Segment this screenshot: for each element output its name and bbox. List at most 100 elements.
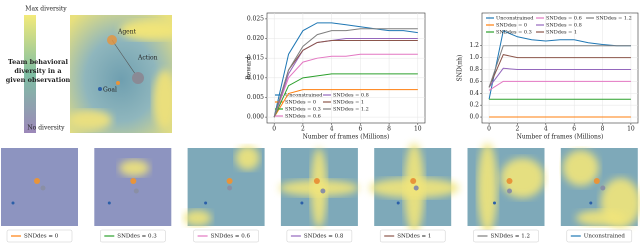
max-label: Max diversity	[25, 6, 67, 13]
colorbar	[24, 15, 36, 133]
goal-marker	[493, 201, 496, 205]
y-tick-label: 0.020	[247, 35, 264, 42]
agent-marker	[133, 188, 139, 194]
x-axis-label: Number of frames (Millions)	[303, 134, 390, 141]
legend-label: SNDdes = 0	[496, 23, 527, 29]
panel-bg	[94, 148, 172, 226]
x-tick-label: 8	[387, 126, 391, 133]
y-tick-label: 0.2	[469, 102, 479, 109]
x-tick-label: 6	[572, 126, 576, 133]
legend-label: SNDdes = 1.2	[491, 234, 530, 240]
heatmap	[70, 15, 172, 133]
goal-label: Goal	[103, 87, 117, 94]
goal-marker	[300, 201, 304, 205]
diversity-region	[575, 210, 626, 226]
action-label: Action	[137, 55, 158, 62]
observation-panel	[278, 148, 359, 228]
plot-area	[266, 12, 426, 124]
goal-marker	[98, 87, 102, 91]
caption: Team behavioral	[8, 58, 68, 66]
series-line	[273, 22, 418, 118]
y-tick-label: 1.2	[469, 42, 479, 49]
legend-box	[566, 229, 633, 243]
legend-label: SNDdes = 0	[285, 100, 316, 106]
legend-label: SNDdes = 0.3	[117, 234, 157, 240]
y-axis-label: SND(πh)	[457, 55, 464, 82]
agent-marker	[410, 178, 417, 184]
goal-marker	[11, 201, 15, 205]
x-tick-label: 4	[544, 126, 548, 133]
agent-marker	[507, 188, 512, 194]
series-line	[488, 45, 631, 88]
y-tick-label: 0.015	[247, 55, 264, 62]
caption: given observation	[6, 76, 71, 84]
legend-box	[6, 229, 73, 243]
x-tick-label: 2	[516, 126, 520, 133]
agent-marker	[506, 178, 513, 184]
y-tick-label: 0.0	[469, 114, 479, 121]
legend-label: SNDdes = 0.3	[285, 107, 321, 113]
agent-label: Agent	[117, 29, 137, 36]
legend-box	[100, 229, 166, 243]
legend-label: SNDdes = 0.6	[546, 16, 582, 22]
y-tick-label: 0.000	[247, 114, 264, 121]
series-line	[273, 89, 418, 118]
series-line	[273, 53, 418, 118]
agent-marker	[413, 185, 419, 191]
plot-area	[481, 12, 639, 124]
x-tick-label: 0	[272, 126, 276, 133]
legend-label: Unconstrained	[285, 93, 323, 99]
y-tick-label: 0.8	[469, 66, 479, 73]
series-line	[488, 54, 631, 88]
legend-box	[473, 229, 539, 243]
series-line	[273, 73, 418, 118]
agent-marker	[600, 185, 606, 191]
observation-panel	[560, 148, 640, 228]
legend-label: SNDdes = 0	[24, 234, 59, 240]
series-line	[488, 67, 631, 88]
diversity-region	[235, 146, 260, 170]
goal-marker	[107, 201, 111, 205]
goal-marker	[396, 201, 400, 205]
action-line	[111, 39, 139, 79]
legend-label: SNDdes = 0.8	[304, 234, 344, 240]
x-tick-label: 10	[414, 126, 422, 133]
legend-label: SNDdes = 1	[397, 234, 431, 240]
y-tick-label: 0.4	[469, 90, 479, 97]
legend-label: SNDdes = 1	[333, 100, 364, 106]
diversity-region	[119, 160, 150, 176]
legend-label: SNDdes = 0.8	[333, 93, 369, 99]
x-axis-label: Number of frames (Millions)	[517, 134, 604, 141]
diversity-region	[278, 180, 359, 196]
series-line	[488, 80, 631, 91]
agent-marker	[130, 178, 137, 184]
series-line	[273, 40, 418, 118]
agent-marker	[226, 178, 233, 184]
series-line	[273, 28, 418, 118]
x-tick-label: 8	[601, 126, 605, 133]
agent-marker	[34, 178, 40, 184]
legend-label: SNDdes = 0.3	[496, 30, 532, 36]
agent-marker	[313, 178, 320, 184]
x-tick-label: 6	[358, 126, 362, 133]
y-tick-label: 0.6	[469, 78, 479, 85]
diversity-region	[477, 143, 498, 233]
observation-panel	[1, 148, 78, 226]
y-axis-label: Reward	[246, 56, 253, 80]
legend-label: SNDdes = 1.2	[596, 16, 632, 22]
caption: diversity in a	[14, 67, 62, 75]
series-line	[488, 30, 631, 100]
observation-panel	[183, 146, 265, 226]
legend-label: SNDdes = 0.6	[285, 114, 321, 120]
agent-marker	[593, 178, 600, 184]
panel-bg	[1, 148, 78, 226]
agent-marker	[107, 35, 117, 45]
observation-panel	[94, 148, 172, 226]
legend-label: SNDdes = 1	[546, 30, 577, 36]
legend-label: SNDdes = 0.8	[546, 23, 582, 29]
agent-marker	[320, 188, 326, 194]
legend-label: SNDdes = 1.2	[333, 107, 369, 113]
action-marker	[132, 72, 144, 84]
x-tick-label: 4	[330, 126, 334, 133]
y-tick-label: 0.025	[247, 15, 264, 22]
